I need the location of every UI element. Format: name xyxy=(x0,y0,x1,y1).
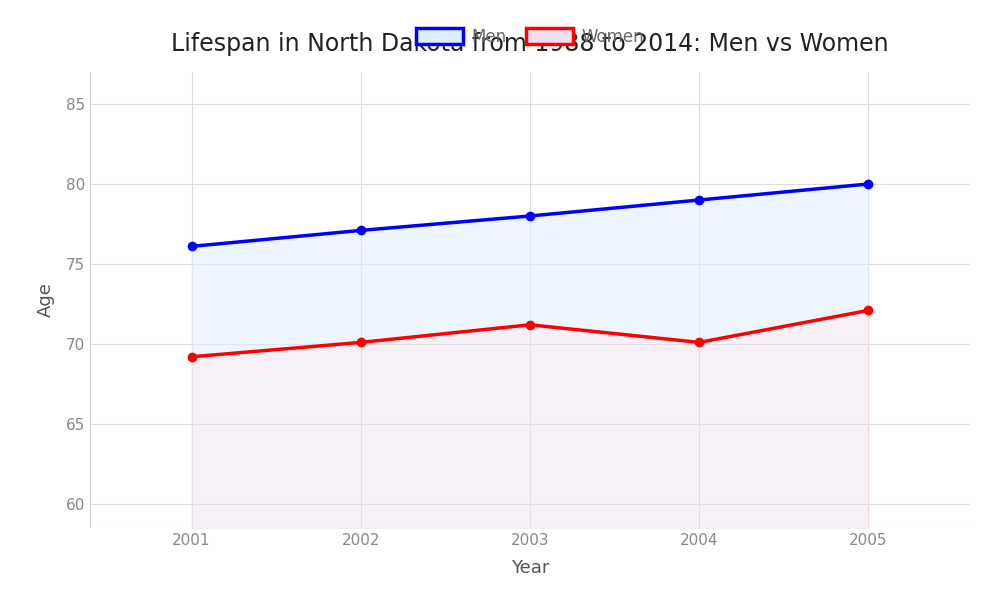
Line: Women: Women xyxy=(187,306,873,361)
Men xyxy=(693,196,705,203)
Men xyxy=(355,227,367,234)
Line: Men: Men xyxy=(187,180,873,251)
Women xyxy=(693,339,705,346)
Women xyxy=(524,321,536,328)
Men xyxy=(524,212,536,220)
Women xyxy=(862,307,874,314)
Men xyxy=(862,181,874,188)
Legend: Men, Women: Men, Women xyxy=(409,21,651,52)
Y-axis label: Age: Age xyxy=(37,283,55,317)
Title: Lifespan in North Dakota from 1988 to 2014: Men vs Women: Lifespan in North Dakota from 1988 to 20… xyxy=(171,32,889,56)
Men xyxy=(186,243,198,250)
X-axis label: Year: Year xyxy=(511,559,549,577)
Women xyxy=(355,339,367,346)
Women xyxy=(186,353,198,361)
